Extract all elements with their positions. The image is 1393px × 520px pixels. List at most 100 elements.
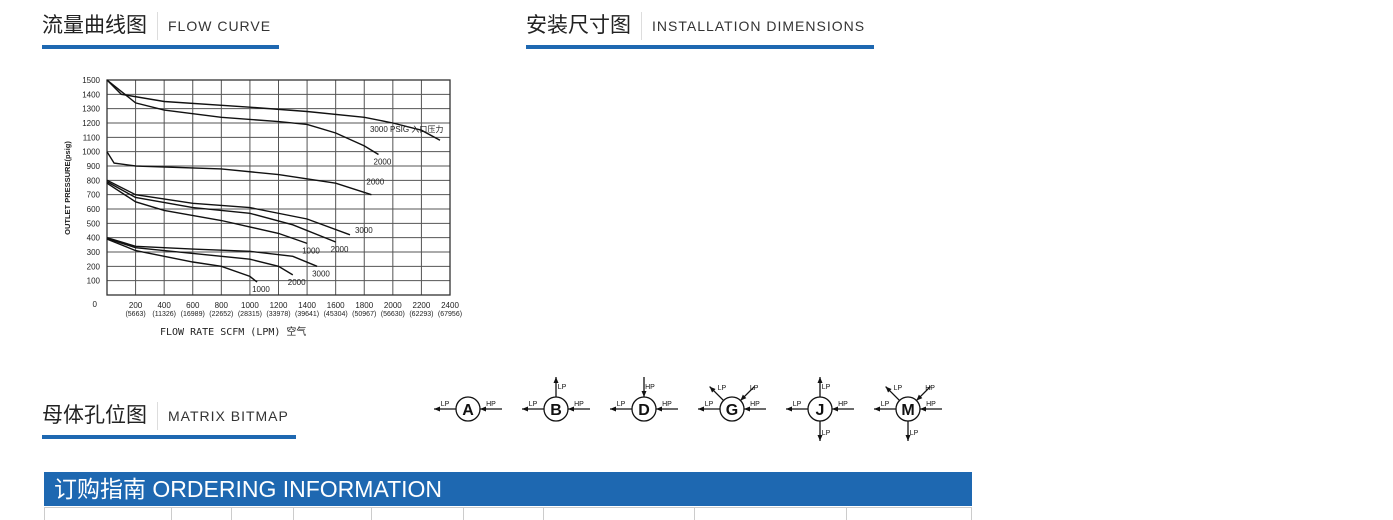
port-label: LP <box>617 401 626 408</box>
arrow-icon <box>656 406 662 412</box>
series-label: 2000 <box>288 278 306 287</box>
x-tick-sublabel: (56630) <box>381 311 405 318</box>
x-tick-label: 1400 <box>298 301 316 310</box>
port-letter: G <box>726 402 738 419</box>
port-circle <box>455 396 481 422</box>
x-tick-sublabel: (45304) <box>324 311 348 318</box>
series-label: 3000 PSIG 入口压力 <box>370 124 443 134</box>
x-tick-sublabel: (62293) <box>409 311 433 318</box>
x-tick-label: 600 <box>186 301 200 310</box>
port-diagram-b: LP HP LP B <box>522 377 590 422</box>
arrow-icon <box>553 377 559 383</box>
port-circle <box>719 396 745 422</box>
flow-curve-title-cn: 流量曲线图 <box>42 12 158 40</box>
port-circle <box>543 396 569 422</box>
x-tick-sublabel: (67956) <box>438 311 462 318</box>
arrow-icon <box>480 406 486 412</box>
y-tick-label: 500 <box>87 219 101 228</box>
x-tick-label: 400 <box>157 301 171 310</box>
install-title-cn: 安装尺寸图 <box>526 12 642 40</box>
series-label: 1000 <box>252 285 270 294</box>
y-tick-label: 200 <box>87 262 101 271</box>
x-tick-sublabel: (11326) <box>152 311 176 318</box>
table-cell <box>846 508 972 520</box>
matrix-heading: 母体孔位图 MATRIX BITMAP <box>42 401 289 431</box>
y-tick-label: 600 <box>87 205 101 214</box>
y-tick-label: 800 <box>87 176 101 185</box>
series-line <box>106 237 294 276</box>
port-diagram-j: LP HP LP LP J <box>786 377 854 441</box>
series-line <box>106 238 258 283</box>
arrow-icon <box>786 406 792 412</box>
series-line <box>106 79 441 141</box>
arrow-icon <box>568 406 574 412</box>
table-cell <box>44 508 171 520</box>
port-circle <box>807 396 833 422</box>
port-diagram-m: LP HP LP HP LP M <box>874 385 942 441</box>
x-tick-sublabel: (22652) <box>209 311 233 318</box>
x-tick-label: 800 <box>215 301 229 310</box>
port-label: LP <box>558 384 567 391</box>
y-axis-label: OUTLET PRESSURE(psig) <box>63 141 72 235</box>
port-label: LP <box>894 385 903 392</box>
port-letter: M <box>901 402 914 419</box>
port-circle <box>895 396 921 422</box>
arrow-icon <box>709 386 716 393</box>
arrow-icon <box>522 406 528 412</box>
arrow-icon <box>916 394 923 401</box>
y-tick-label: 1300 <box>82 105 100 114</box>
x-tick-label: 1000 <box>241 301 259 310</box>
install-heading: 安装尺寸图 INSTALLATION DIMENSIONS <box>526 11 865 41</box>
y-tick-label: 400 <box>87 234 101 243</box>
port-letter: J <box>816 402 825 419</box>
series-label: 2000 <box>366 178 384 187</box>
port-label: LP <box>718 385 727 392</box>
port-label: HP <box>838 401 848 408</box>
series-line <box>106 151 372 196</box>
port-label: LP <box>750 385 759 392</box>
x-tick-sublabel: (16989) <box>181 311 205 318</box>
matrix-title-cn: 母体孔位图 <box>42 402 158 430</box>
arrow-icon <box>744 406 750 412</box>
arrow-icon <box>817 377 823 383</box>
port-letter: A <box>462 402 474 419</box>
port-label: HP <box>750 401 760 408</box>
x-tick-label: 1200 <box>270 301 288 310</box>
series-line <box>106 237 318 267</box>
y-tick-label: 700 <box>87 191 101 200</box>
flow-curve-title-en: FLOW CURVE <box>168 18 272 34</box>
series-label: 2000 <box>331 245 349 254</box>
port-diagram-a: LP HP A <box>434 396 502 422</box>
arrow-icon <box>641 391 647 397</box>
port-label: LP <box>705 401 714 408</box>
table-cell <box>542 508 695 520</box>
ordering-table <box>44 507 972 520</box>
arrow-icon <box>885 386 892 393</box>
x-tick-label: 2000 <box>384 301 402 310</box>
port-label: HP <box>645 384 655 391</box>
port-label: LP <box>822 384 831 391</box>
series-line <box>106 181 336 243</box>
port-label: HP <box>925 385 935 392</box>
arrow-icon <box>434 406 440 412</box>
flow-curve-underline <box>42 45 279 49</box>
series-line <box>106 179 351 236</box>
arrow-icon <box>698 406 704 412</box>
y-tick-label: 1500 <box>82 76 100 85</box>
arrow-icon <box>610 406 616 412</box>
port-label: HP <box>486 401 496 408</box>
port-label: LP <box>441 401 450 408</box>
port-diagrams: LP HP A LP HP LP B LP HP HP D LP HP LP LP G LP HP LP LP J LP H… <box>434 377 942 441</box>
series-label: 2000 <box>374 158 392 167</box>
port-letter: B <box>550 402 562 419</box>
y-tick-label: 900 <box>87 162 101 171</box>
arrow-icon <box>817 435 823 441</box>
y-tick-label: 100 <box>87 277 101 286</box>
table-cell <box>292 508 371 520</box>
x-tick-label: 200 <box>129 301 143 310</box>
arrow-icon <box>832 406 838 412</box>
matrix-underline <box>42 435 296 439</box>
x-tick-sublabel: (33978) <box>266 311 290 318</box>
flow-curve-chart: 0 100 200 300 400 500 600 700 800 900 1000 1100 1200… <box>63 76 462 338</box>
x-tick-sublabel: (39641) <box>295 311 319 318</box>
